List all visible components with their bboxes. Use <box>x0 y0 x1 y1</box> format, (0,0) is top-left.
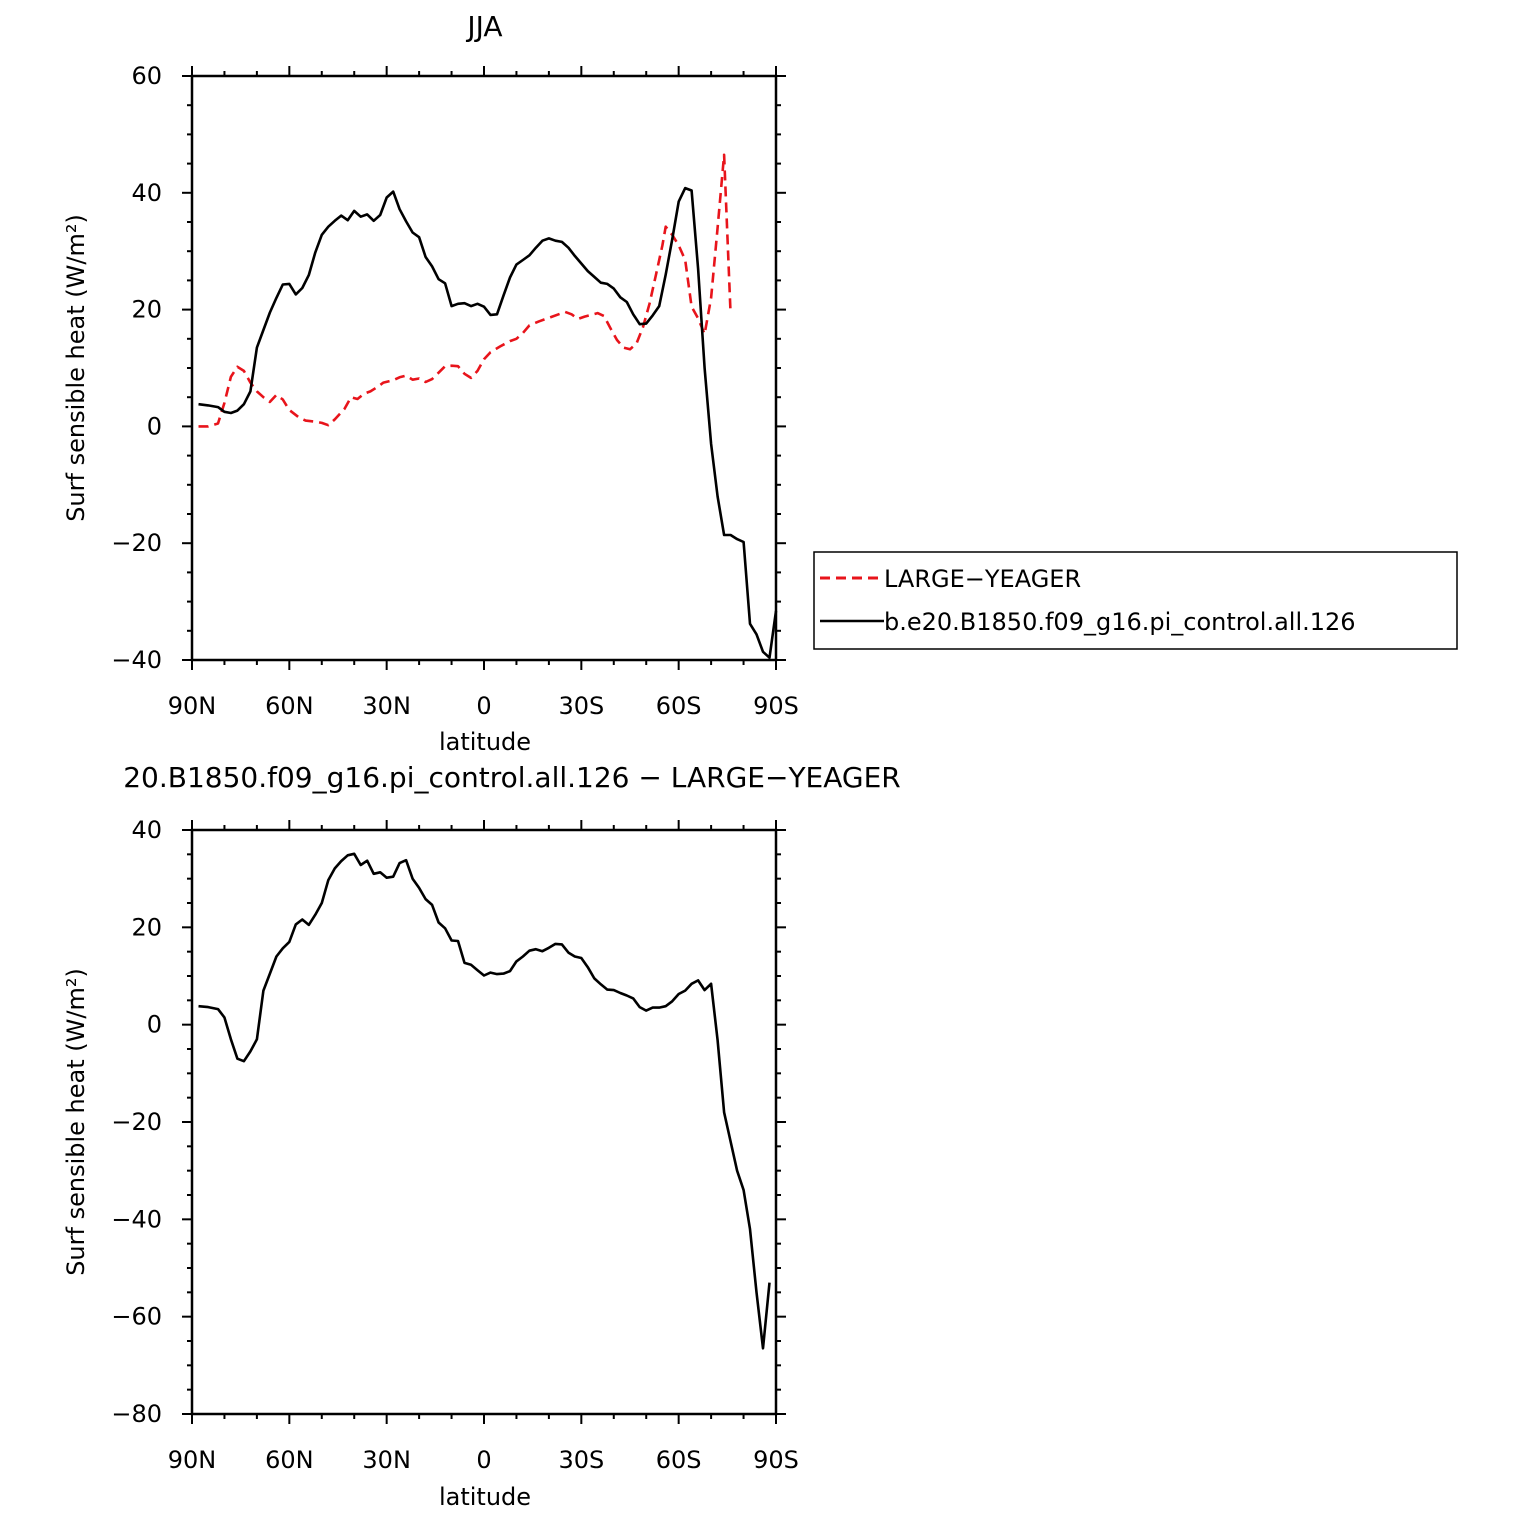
y-tick-label: 20 <box>131 913 162 941</box>
top-y-axis-title: Surf sensible heat (W/m²) <box>62 214 90 522</box>
x-tick-label: 30S <box>558 1446 604 1474</box>
bottom-y-axis-title: Surf sensible heat (W/m²) <box>62 968 90 1276</box>
bottom-x-tick-labels: 90N 60N 30N 0 30S 60S 90S <box>168 1446 799 1474</box>
top-plot-frame <box>190 74 778 662</box>
x-tick-label: 0 <box>476 1446 491 1474</box>
y-tick-label: −80 <box>111 1400 162 1428</box>
bottom-plot-frame <box>190 828 778 1416</box>
legend-label-large-yeager: LARGE−YEAGER <box>884 565 1081 593</box>
x-tick-label: 30N <box>362 1446 411 1474</box>
bottom-panel-title: 20.B1850.f09_g16.pi_control.all.126 − LA… <box>123 761 901 794</box>
series-line-0 <box>198 852 771 1350</box>
bottom-series-group <box>198 852 771 1350</box>
series-line-0 <box>198 153 732 428</box>
legend-box <box>813 551 1458 650</box>
y-tick-label: −20 <box>111 1108 162 1136</box>
y-tick-label: 40 <box>131 816 162 844</box>
x-tick-label: 60N <box>265 1446 314 1474</box>
legend: LARGE−YEAGER b.e20.B1850.f09_g16.pi_cont… <box>813 551 1458 650</box>
top-x-tick-labels: 90N 60N 30N 0 30S 60S 90S <box>168 692 799 720</box>
bottom-axis-ticks <box>182 820 786 1424</box>
x-tick-label: 30N <box>362 692 411 720</box>
y-tick-label: −40 <box>111 1205 162 1233</box>
x-tick-label: 90N <box>168 692 217 720</box>
legend-label-control: b.e20.B1850.f09_g16.pi_control.all.126 <box>884 608 1356 636</box>
top-y-tick-labels: −40 −20 0 20 40 60 <box>111 62 162 674</box>
x-tick-label: 90S <box>753 1446 799 1474</box>
x-tick-label: 60S <box>656 692 702 720</box>
x-tick-label: 60N <box>265 692 314 720</box>
bottom-panel: 20.B1850.f09_g16.pi_control.all.126 − LA… <box>62 761 901 1511</box>
y-tick-label: −60 <box>111 1303 162 1331</box>
y-tick-label: −40 <box>111 646 162 674</box>
series-line-1 <box>198 186 778 659</box>
top-series-group <box>198 153 778 659</box>
top-x-axis-title: latitude <box>439 728 531 756</box>
x-tick-label: 90S <box>753 692 799 720</box>
x-tick-label: 0 <box>476 692 491 720</box>
x-tick-label: 90N <box>168 1446 217 1474</box>
y-tick-label: 60 <box>131 62 162 90</box>
bottom-x-axis-title: latitude <box>439 1483 531 1511</box>
top-panel-title: JJA <box>465 10 502 43</box>
x-tick-label: 30S <box>558 692 604 720</box>
y-tick-label: 0 <box>147 1011 162 1039</box>
top-panel: JJA 90N 60N 30N 0 30S 60S 90S −40 −20 0 20 40 60 la… <box>62 10 799 756</box>
y-tick-label: −20 <box>111 529 162 557</box>
x-tick-label: 60S <box>656 1446 702 1474</box>
y-tick-label: 40 <box>131 179 162 207</box>
top-axis-ticks <box>182 66 786 670</box>
y-tick-label: 0 <box>147 412 162 440</box>
bottom-y-tick-labels: −80 −60 −40 −20 0 20 40 <box>111 816 162 1428</box>
y-tick-label: 20 <box>131 296 162 324</box>
